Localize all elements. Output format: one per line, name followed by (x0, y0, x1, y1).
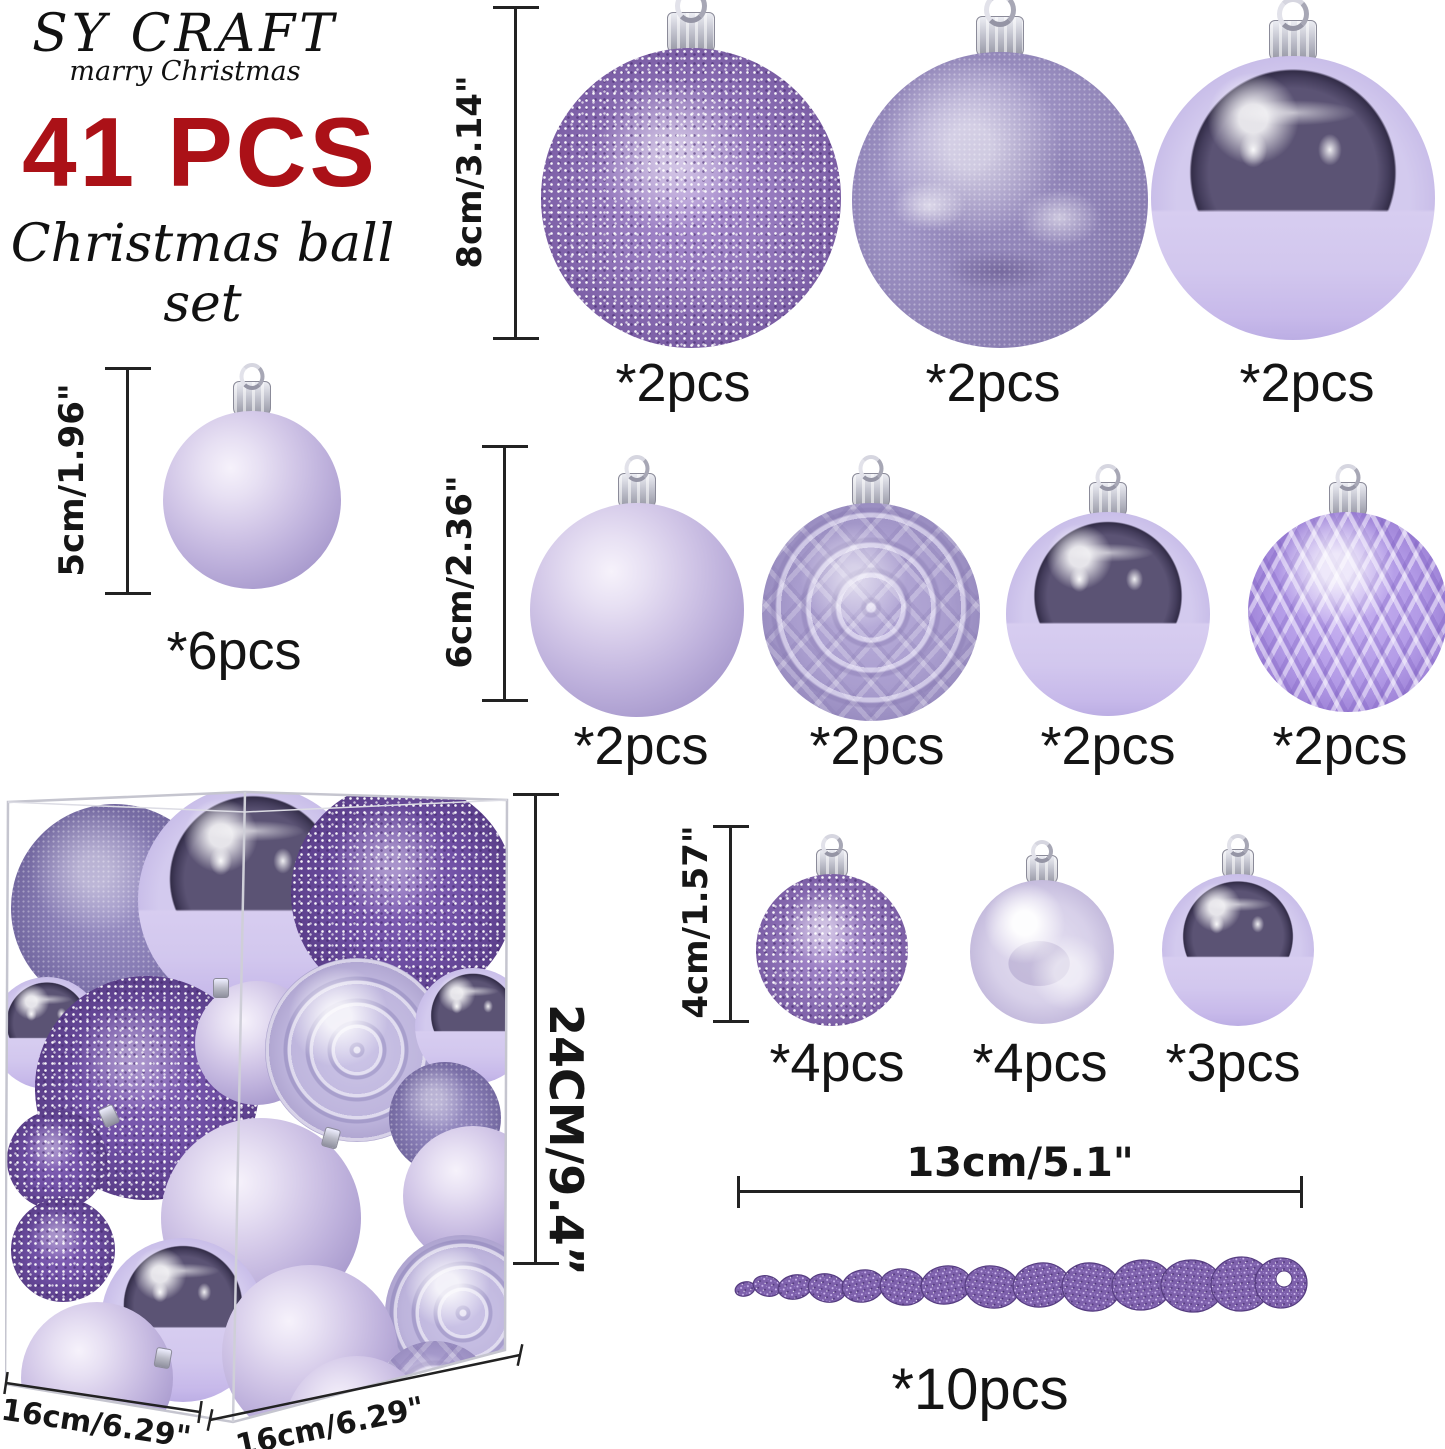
ornament-cap-icon (1089, 482, 1127, 518)
qty-label-4cm-1: *4pcs (769, 1033, 905, 1093)
icicle-ornament (734, 1256, 1308, 1313)
ball-4cm-clear-swirl (970, 855, 1114, 1024)
ball-8cm-embossed-sleigh (852, 16, 1148, 348)
ball-4cm-shiny (1162, 849, 1314, 1026)
ornament-cap-icon (233, 381, 271, 417)
ornament-cap-icon (976, 16, 1024, 58)
ruler-5cm (126, 367, 129, 595)
ball-6cm-ornate (762, 473, 980, 721)
storage-box (5, 788, 510, 1436)
brand-tagline: marry Christmas (69, 56, 301, 87)
qty-label-6cm-4: *2pcs (1272, 716, 1408, 776)
ball-8cm-glitter (541, 12, 841, 348)
box-contents (5, 792, 507, 1422)
ball-6cm-herringbone (1248, 482, 1445, 712)
qty-label-6cm-2: *2pcs (809, 716, 945, 776)
ruler-8cm (514, 6, 517, 340)
qty-label-8cm-2: *2pcs (925, 353, 1061, 413)
ball-6cm-matte (530, 473, 744, 717)
product-subtitle: Christmas ball set (10, 214, 395, 334)
ornament-cap-icon (816, 849, 848, 879)
piece-count: 41 PCS (22, 97, 378, 207)
ornament-cap-icon (667, 12, 715, 54)
qty-label-8cm-3: *2pcs (1239, 353, 1375, 413)
qty-label-5cm: *6pcs (166, 621, 302, 681)
size-label-24cm: 24CM/9.4” (539, 1003, 593, 1277)
brand-logo: SY CRAFT (32, 4, 338, 64)
qty-label-icicle: *10pcs (891, 1357, 1069, 1422)
size-label-6cm: 6cm/2.36" (440, 475, 480, 669)
ornament-cap-icon (1222, 849, 1254, 879)
mini-cap-icon (213, 978, 229, 998)
ornament-cap-icon (852, 473, 890, 509)
ball-8cm-shiny (1151, 20, 1435, 340)
size-label-8cm: 8cm/3.14" (450, 75, 490, 269)
ball-6cm-shiny (1006, 482, 1210, 716)
ruler-24cm (534, 793, 537, 1265)
qty-label-6cm-3: *2pcs (1040, 716, 1176, 776)
qty-label-6cm-1: *2pcs (573, 716, 709, 776)
icicle-dimension-line (737, 1190, 1303, 1193)
ball-5cm-matte (163, 381, 341, 589)
ball-4cm-glitter (756, 849, 908, 1026)
qty-label-4cm-3: *3pcs (1165, 1033, 1301, 1093)
icicle-length-label: 13cm/5.1" (906, 1140, 1134, 1186)
qty-label-4cm-2: *4pcs (972, 1033, 1108, 1093)
ruler-6cm (503, 445, 506, 702)
mini-cap-icon (320, 1126, 342, 1150)
ornament-cap-icon (1329, 482, 1367, 518)
ruler-4cm (729, 825, 732, 1023)
qty-label-8cm-1: *2pcs (615, 353, 751, 413)
size-label-4cm: 4cm/1.57" (676, 825, 716, 1019)
box-width-dimension-lines (3, 1343, 524, 1432)
size-label-5cm: 5cm/1.96" (52, 383, 92, 577)
